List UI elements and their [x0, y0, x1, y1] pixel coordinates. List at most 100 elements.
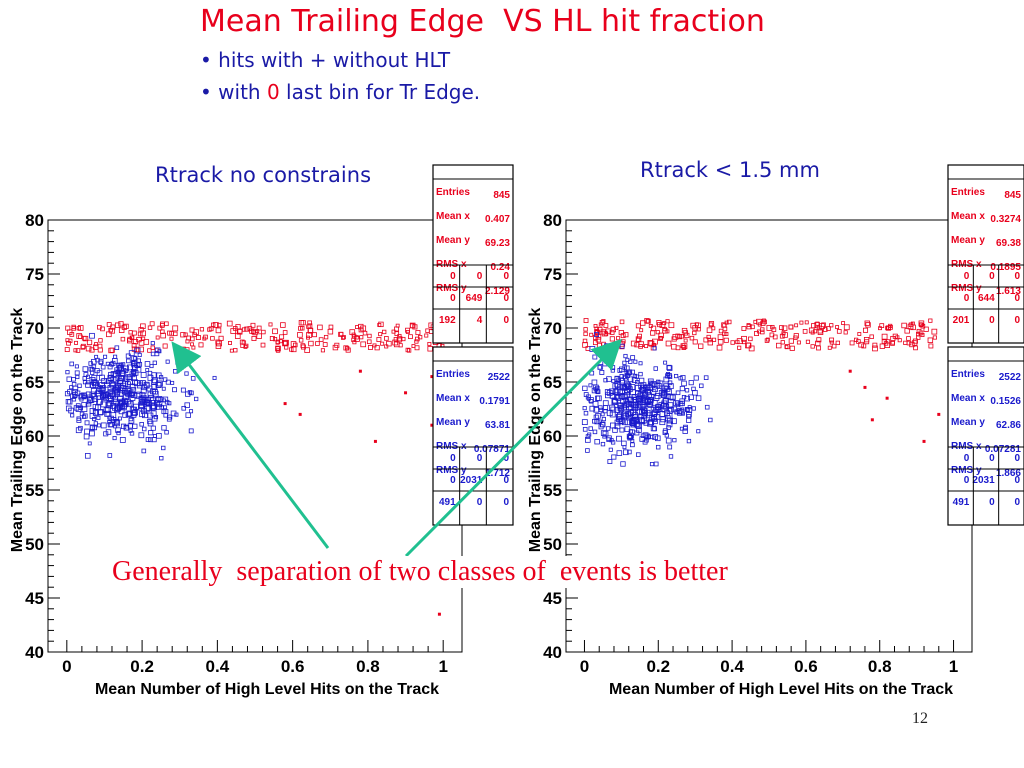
data-point [120, 367, 127, 374]
data-point [279, 334, 285, 340]
data-point [652, 346, 657, 351]
data-point [354, 335, 359, 340]
data-point [67, 389, 73, 395]
data-point [585, 394, 591, 400]
data-point [737, 345, 742, 350]
data-point [892, 333, 898, 339]
data-point [592, 429, 598, 435]
data-point [148, 430, 154, 436]
data-point [642, 397, 649, 404]
data-point [290, 346, 297, 353]
data-point [583, 327, 588, 332]
data-point [215, 327, 222, 334]
data-point [628, 410, 634, 417]
data-point [139, 422, 144, 427]
data-point [122, 411, 129, 418]
data-point [134, 347, 141, 354]
stats-grid-cell: 0 [989, 453, 995, 464]
data-point [404, 391, 408, 395]
stats-grid-cell: 0 [1014, 453, 1020, 464]
conclusion-text: Generally separation of two classes of e… [110, 556, 730, 588]
stats-grid-cell: 0 [450, 475, 456, 486]
data-point [298, 412, 302, 416]
data-point [635, 323, 641, 329]
data-point [782, 332, 788, 338]
data-point [408, 334, 413, 340]
data-point [159, 323, 165, 328]
data-point [75, 348, 81, 353]
data-point [159, 456, 164, 461]
y-tick-label: 50 [543, 535, 562, 554]
y-tick-label: 40 [543, 643, 562, 662]
data-point [297, 332, 303, 338]
data-point [261, 329, 266, 335]
data-point [652, 426, 657, 432]
data-point [97, 398, 103, 405]
data-point [165, 359, 170, 364]
data-point [308, 340, 314, 347]
data-point [674, 373, 679, 379]
data-point [703, 375, 709, 380]
data-point [352, 334, 357, 339]
data-point [592, 418, 597, 424]
data-point [829, 340, 834, 345]
data-point [79, 393, 85, 399]
data-point [118, 371, 125, 377]
data-point [680, 343, 686, 349]
data-point [244, 343, 249, 348]
stats-label: Entries [436, 187, 470, 198]
data-point [667, 444, 673, 450]
data-point [396, 337, 402, 343]
data-point [173, 331, 178, 337]
data-point [150, 341, 155, 346]
data-point [598, 407, 604, 413]
data-point [647, 420, 653, 427]
data-point [306, 324, 311, 329]
data-point [115, 427, 121, 433]
data-point [148, 437, 153, 443]
data-point [144, 396, 151, 403]
data-point [769, 332, 775, 338]
data-point [212, 375, 217, 380]
data-point [918, 330, 924, 336]
stats-grid-cell: 649 [466, 293, 483, 304]
data-point [115, 405, 122, 411]
data-point [161, 445, 166, 451]
data-point [110, 371, 117, 377]
data-point [862, 327, 869, 333]
data-point [668, 454, 674, 459]
data-point [312, 332, 317, 338]
stats-grid-cell: 0 [964, 293, 970, 304]
data-point [600, 430, 607, 436]
data-point [630, 355, 636, 361]
stats-grid-cell: 0 [503, 453, 509, 464]
data-point [864, 320, 870, 326]
data-point [120, 403, 127, 410]
data-point [618, 406, 625, 413]
data-point [789, 345, 795, 351]
stats-grid-cell: 0 [1014, 315, 1020, 326]
data-point [172, 387, 177, 393]
data-point [78, 425, 83, 431]
data-point [121, 362, 126, 367]
data-point [857, 332, 862, 336]
data-point [881, 339, 887, 344]
data-point [794, 323, 799, 328]
data-point [583, 410, 589, 416]
x-tick-label: 0.2 [646, 657, 670, 676]
data-point [678, 376, 683, 381]
data-point [355, 325, 359, 330]
stats-label: Entries [951, 369, 985, 380]
data-point [126, 358, 131, 364]
data-point [582, 342, 588, 348]
data-point [723, 337, 729, 343]
data-point [614, 325, 619, 330]
data-point [430, 375, 434, 379]
data-point [717, 334, 724, 341]
data-point [374, 345, 380, 351]
stats-value: 845 [493, 190, 510, 201]
data-point [684, 395, 690, 402]
stats-grid-cell: 0 [1014, 497, 1020, 508]
data-point [157, 325, 163, 331]
data-point [250, 322, 256, 328]
